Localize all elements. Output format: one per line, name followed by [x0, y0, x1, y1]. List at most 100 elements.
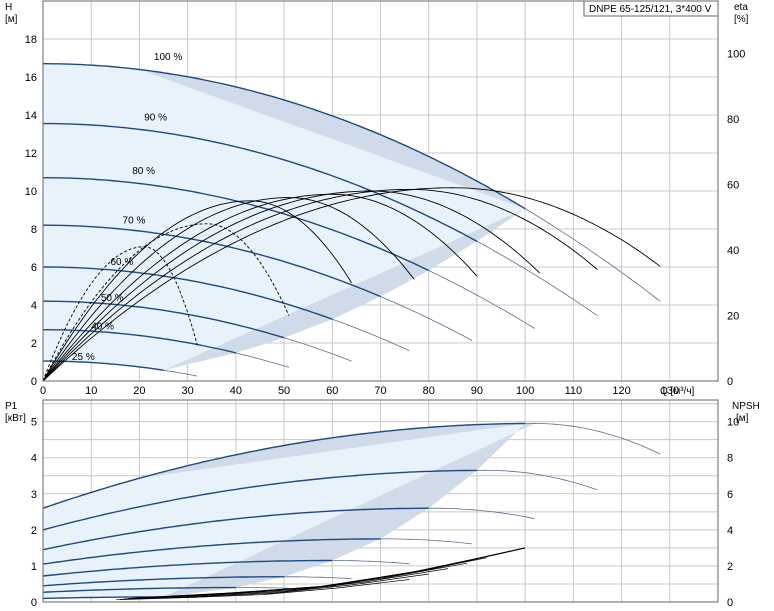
x-tick-label: 120: [612, 385, 630, 397]
y-right-tick-label: 0: [727, 597, 733, 609]
efficiency-curve-0: [42, 187, 661, 382]
head-curve-ext-25: [163, 369, 198, 377]
x-axis-label: Q [м³/ч]: [660, 386, 695, 397]
power-curve-50: [42, 576, 285, 587]
x-tick-label: 80: [423, 385, 435, 397]
speed-label: 40 %: [91, 322, 114, 333]
x-tick-label: 60: [326, 385, 338, 397]
speed-label: 100 %: [154, 52, 182, 63]
power-npsh-panel: 0 1 2 3 4 5 0 2 4 6 8 10 P1[кВт] NPSH[м]: [5, 399, 760, 609]
y-axis-unit: [кВт]: [5, 413, 26, 424]
y-tick-label: 8: [31, 224, 37, 236]
head-curve-50: [43, 300, 285, 339]
head-curve-ext-90: [476, 240, 598, 317]
y-right-tick-label: 8: [727, 453, 733, 465]
y-tick-label: 2: [31, 525, 37, 537]
npsh-curve-speed: [123, 568, 449, 600]
speed-label: 50 %: [101, 293, 124, 304]
speed-label: 90 %: [144, 113, 167, 124]
efficiency-curve-7: [42, 246, 198, 382]
x-tick-label: 10: [85, 385, 97, 397]
head-curve-ext-80: [428, 270, 536, 329]
head-curve-60: [43, 266, 333, 320]
operating-region: [139, 69, 526, 371]
efficiency-curve-4: [42, 197, 415, 382]
y-right-tick-label: 40: [727, 245, 739, 257]
npsh-curve-speed: [116, 579, 410, 601]
y-tick-label: 10: [25, 186, 37, 198]
plot-frame: [42, 399, 719, 603]
npsh-curve-speed: [120, 573, 429, 600]
y-right-tick-label: 2: [727, 561, 733, 573]
power-curve-100: [42, 422, 526, 509]
y-axis-label: P1: [5, 401, 18, 412]
y-right-axis-unit: [%]: [734, 14, 749, 25]
power-curve-ext-40: [235, 587, 289, 589]
power-curve-ext-100: [525, 422, 661, 455]
y-right-tick-label: 20: [727, 310, 739, 322]
y-tick-label: 3: [31, 489, 37, 501]
speed-label: 70 %: [123, 215, 146, 226]
x-tick-label: 30: [182, 385, 194, 397]
head-curve-25: [43, 360, 164, 371]
efficiency-curve-6: [42, 223, 290, 382]
power-curve-25: [42, 596, 164, 600]
y-right-axis-label: NPSH: [732, 401, 760, 412]
head-curve-ext-100: [524, 208, 661, 302]
y-tick-label: 2: [31, 338, 37, 350]
x-tick-label: 130: [661, 385, 679, 397]
y-right-tick-label: 6: [727, 489, 733, 501]
y-right-axis-label: eta: [734, 2, 748, 13]
efficiency-curve-1: [42, 188, 598, 382]
y-tick-label: 14: [25, 110, 37, 122]
head-curve-ext-70: [380, 296, 473, 341]
x-tick-label: 20: [133, 385, 145, 397]
power-curve-90: [42, 469, 477, 531]
power-curve-ext-50: [284, 576, 352, 579]
speed-label: 60 %: [111, 257, 134, 268]
power-curve-ext-90: [476, 469, 598, 491]
y-tick-label: 1: [31, 561, 37, 573]
y-right-tick-label: 80: [727, 114, 739, 126]
y-tick-label: 12: [25, 148, 37, 160]
model-label: DNPE 65-125/121, 3*400 V: [589, 4, 712, 15]
efficiency-curve-5: [42, 200, 352, 382]
y-right-tick-label: 100: [727, 48, 745, 60]
power-curve-60: [42, 559, 333, 577]
x-tick-label: 0: [40, 385, 46, 397]
x-tick-label: 40: [230, 385, 242, 397]
head-curve-ext-50: [283, 337, 352, 362]
model-label-box: DNPE 65-125/121, 3*400 V: [583, 0, 719, 17]
head-curve-80: [43, 177, 430, 272]
y-right-tick-label: 4: [727, 525, 733, 537]
x-tick-label: 90: [471, 385, 483, 397]
y-tick-label: 18: [25, 34, 37, 46]
head-curve-100: [43, 63, 526, 210]
y-tick-label: 4: [31, 300, 37, 312]
plot-frame: [42, 0, 719, 382]
y-axis-unit: [м]: [5, 14, 18, 25]
y-tick-label: 4: [31, 453, 37, 465]
y-tick-label: 6: [31, 262, 37, 274]
x-tick-label: 110: [565, 385, 583, 397]
power-curve-ext-60: [332, 560, 410, 565]
power-curve-ext-70: [380, 538, 473, 545]
head-curve-70: [43, 224, 381, 298]
power-curve-ext-80: [428, 507, 535, 519]
efficiency-curve-3: [42, 193, 478, 382]
power-curve-70: [42, 538, 381, 565]
speed-label: 25 %: [72, 352, 95, 363]
power-region-light: [43, 423, 535, 599]
x-tick-label: 70: [374, 385, 386, 397]
power-curve-80: [42, 507, 429, 551]
head-efficiency-panel: 100 % 90 % 80 % 70 % 60 % 50 % 40 % 25 % 0 2 4 6 8 10…: [5, 0, 749, 397]
y-tick-label: 0: [31, 376, 37, 388]
y-right-axis-unit: [м]: [736, 413, 749, 424]
speed-label: 80 %: [132, 166, 155, 177]
y-right-tick-label: 10: [727, 417, 739, 429]
x-tick-label: 50: [278, 385, 290, 397]
power-curve-40: [42, 586, 236, 593]
operating-region-light: [43, 63, 526, 371]
y-axis-label: H: [5, 2, 12, 13]
